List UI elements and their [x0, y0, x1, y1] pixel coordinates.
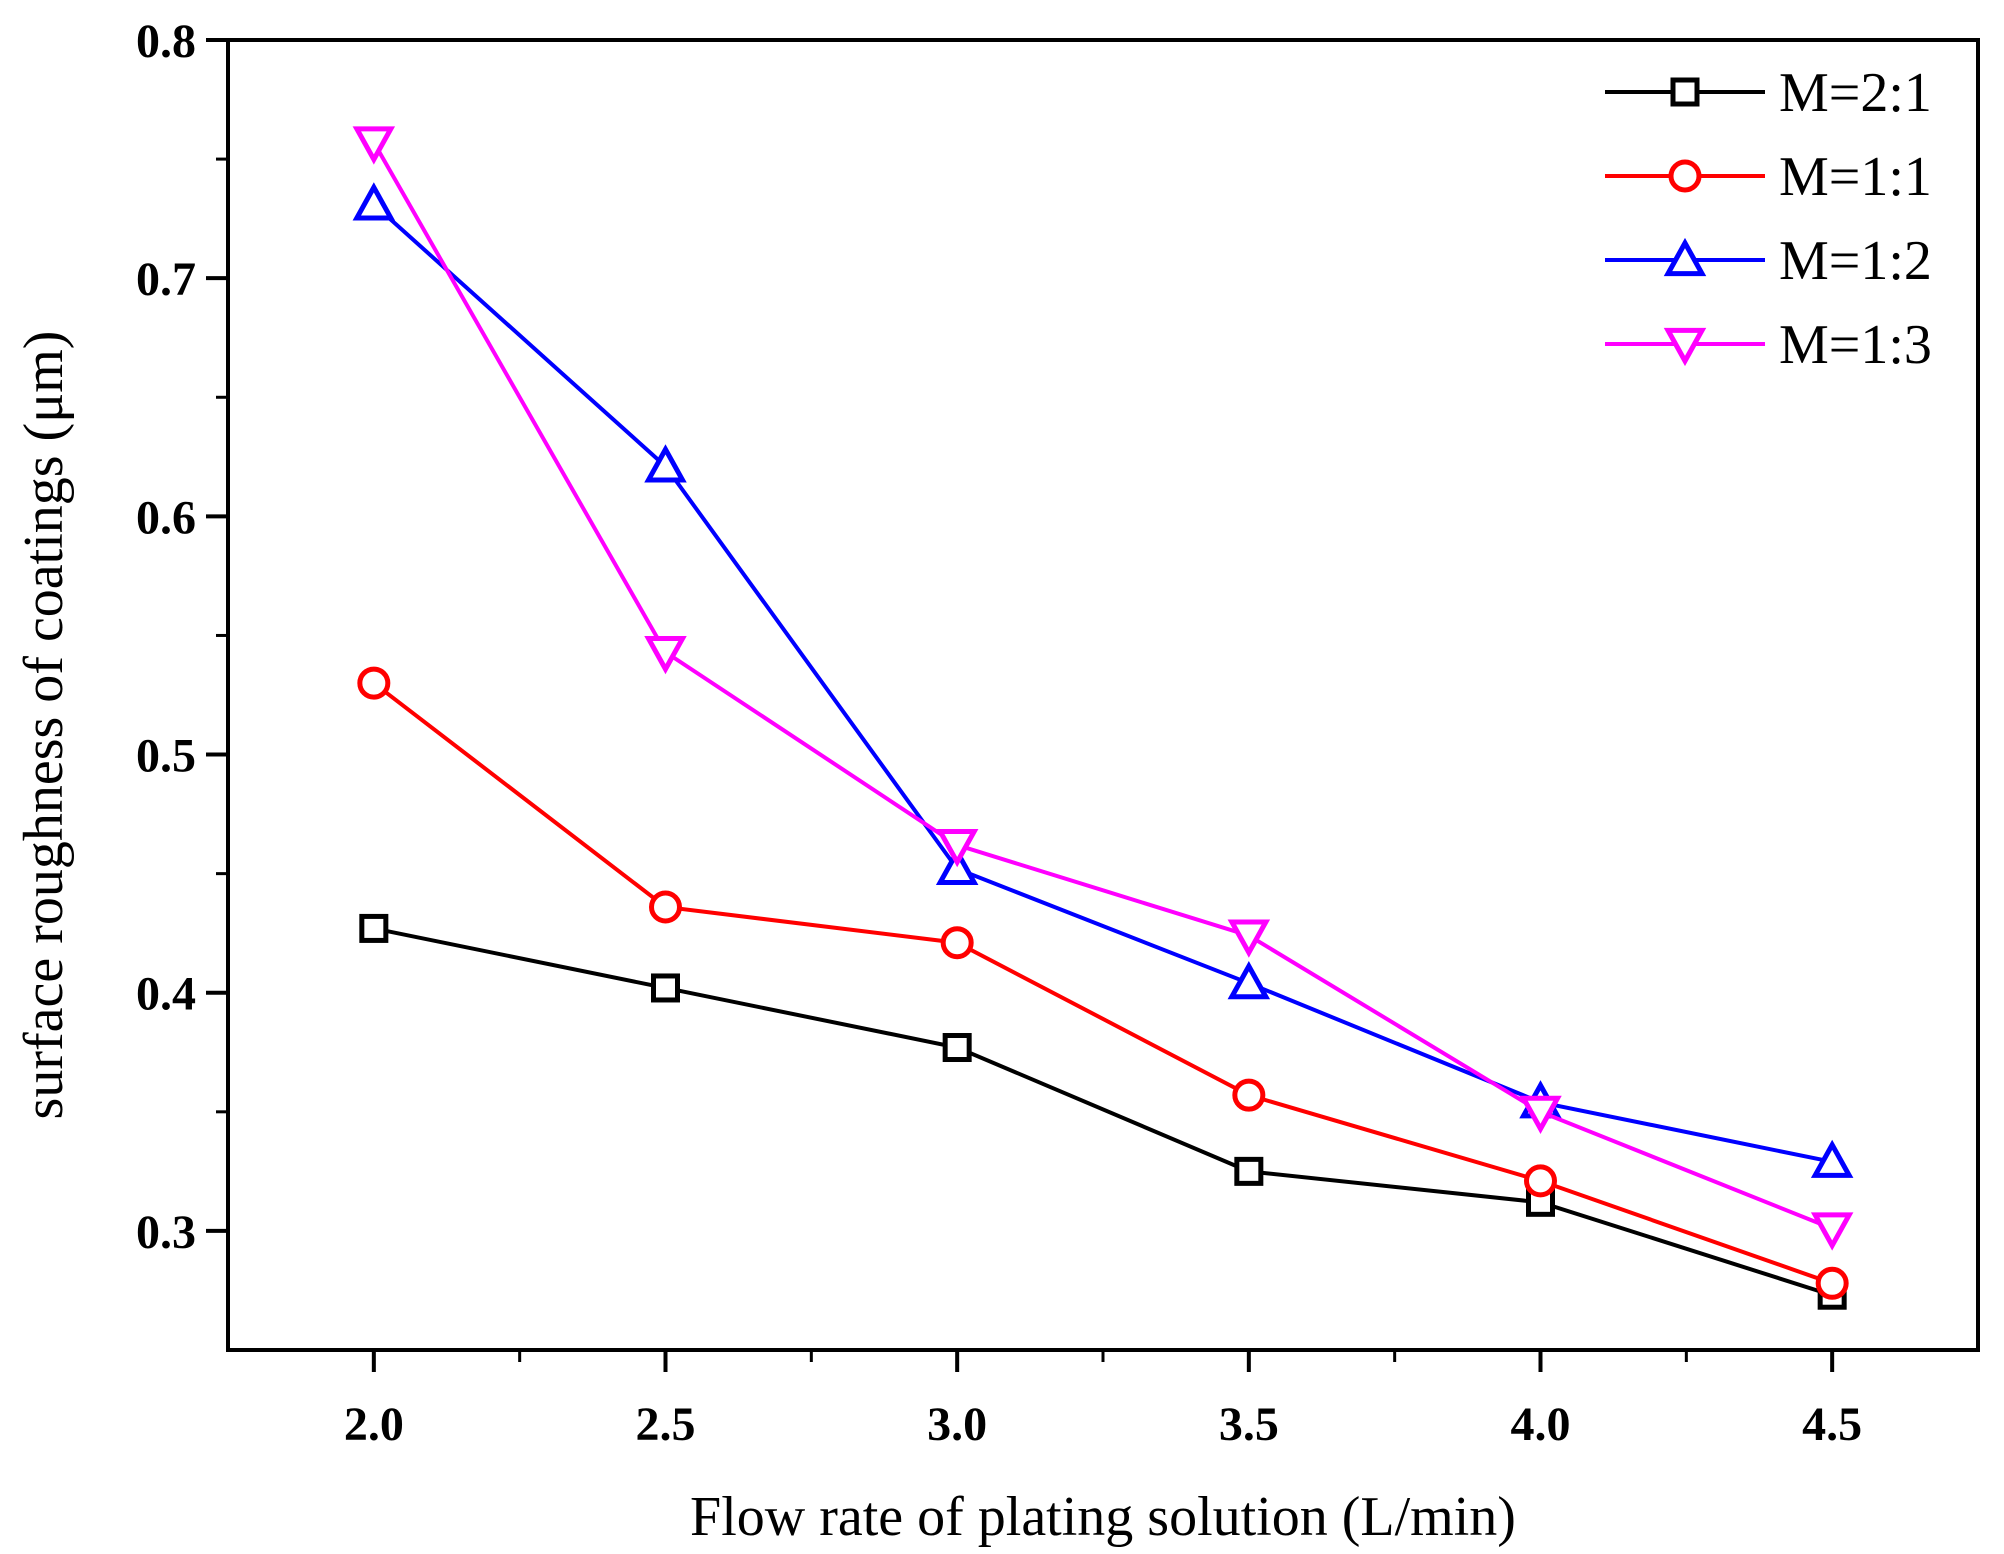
data-point	[1234, 1156, 1264, 1186]
series-line	[372, 681, 1833, 1286]
x-tick-label: 4.5	[1802, 1398, 1862, 1451]
data-point	[359, 913, 389, 943]
series-line	[372, 141, 1833, 1231]
data-point	[352, 126, 396, 165]
legend-item: M=1:3	[1605, 314, 1932, 376]
legend-marker	[1663, 237, 1707, 277]
data-point	[935, 828, 979, 868]
y-axis-title: surface roughness of coatings (μm)	[13, 331, 75, 1120]
x-axis-title: Flow rate of plating solution (L/min)	[690, 1486, 1516, 1548]
series-m-1-2	[352, 182, 1854, 1178]
data-point	[940, 926, 974, 960]
data-point	[1810, 1212, 1854, 1251]
plot-frame	[226, 38, 1980, 1352]
data-point	[357, 666, 391, 700]
data-point	[1227, 919, 1271, 958]
series	[352, 126, 1854, 1310]
legend-item: M=1:1	[1605, 146, 1932, 208]
data-point	[644, 636, 687, 675]
series-m-2-1	[359, 913, 1847, 1310]
data-point	[1232, 1078, 1266, 1112]
data-point	[651, 973, 680, 1003]
y-tick-label: 0.5	[136, 730, 196, 783]
legend-label: M=1:2	[1779, 230, 1932, 292]
x-tick-label: 3.5	[1219, 1398, 1279, 1451]
y-tick-label: 0.6	[136, 491, 196, 544]
data-point	[1519, 1095, 1562, 1134]
y-tick-label: 0.3	[136, 1206, 196, 1259]
x-tick-label: 2.0	[344, 1398, 404, 1451]
data-point	[1815, 1266, 1849, 1300]
legend-marker	[1670, 77, 1700, 107]
data-point	[352, 182, 396, 221]
data-point	[1810, 1139, 1854, 1178]
axes	[226, 38, 1980, 1352]
x-tick-label: 2.5	[636, 1398, 696, 1451]
series-m-1-3	[352, 126, 1854, 1251]
x-tick-label: 3.0	[927, 1398, 987, 1451]
series-line	[372, 202, 1833, 1164]
legend-marker	[1663, 327, 1707, 367]
legend-label: M=2:1	[1779, 62, 1932, 124]
legend: M=2:1 M=1:1 M=1:2 M=1:3	[1605, 62, 1932, 376]
legend-label: M=1:3	[1779, 314, 1932, 376]
data-point	[942, 1033, 972, 1063]
x-tick-label: 4.0	[1511, 1398, 1571, 1451]
legend-item: M=1:2	[1605, 230, 1932, 292]
data-point	[1227, 961, 1271, 1000]
data-point	[644, 444, 687, 483]
legend-item: M=2:1	[1605, 62, 1932, 124]
series-line	[373, 926, 1833, 1298]
legend-label: M=1:1	[1779, 146, 1932, 208]
y-tick-label: 0.4	[136, 968, 196, 1021]
y-tick-label: 0.8	[136, 15, 196, 68]
data-point	[649, 890, 682, 924]
data-point	[1524, 1164, 1557, 1198]
ticks: 2.0 2.5 3.0 3.5 4.0 4.5 0.3 0.4 0.5 0.6 0.7 0.8	[136, 15, 1862, 1451]
y-tick-label: 0.7	[136, 253, 196, 306]
series-m-1-1	[357, 666, 1849, 1300]
legend-marker	[1668, 159, 1702, 193]
